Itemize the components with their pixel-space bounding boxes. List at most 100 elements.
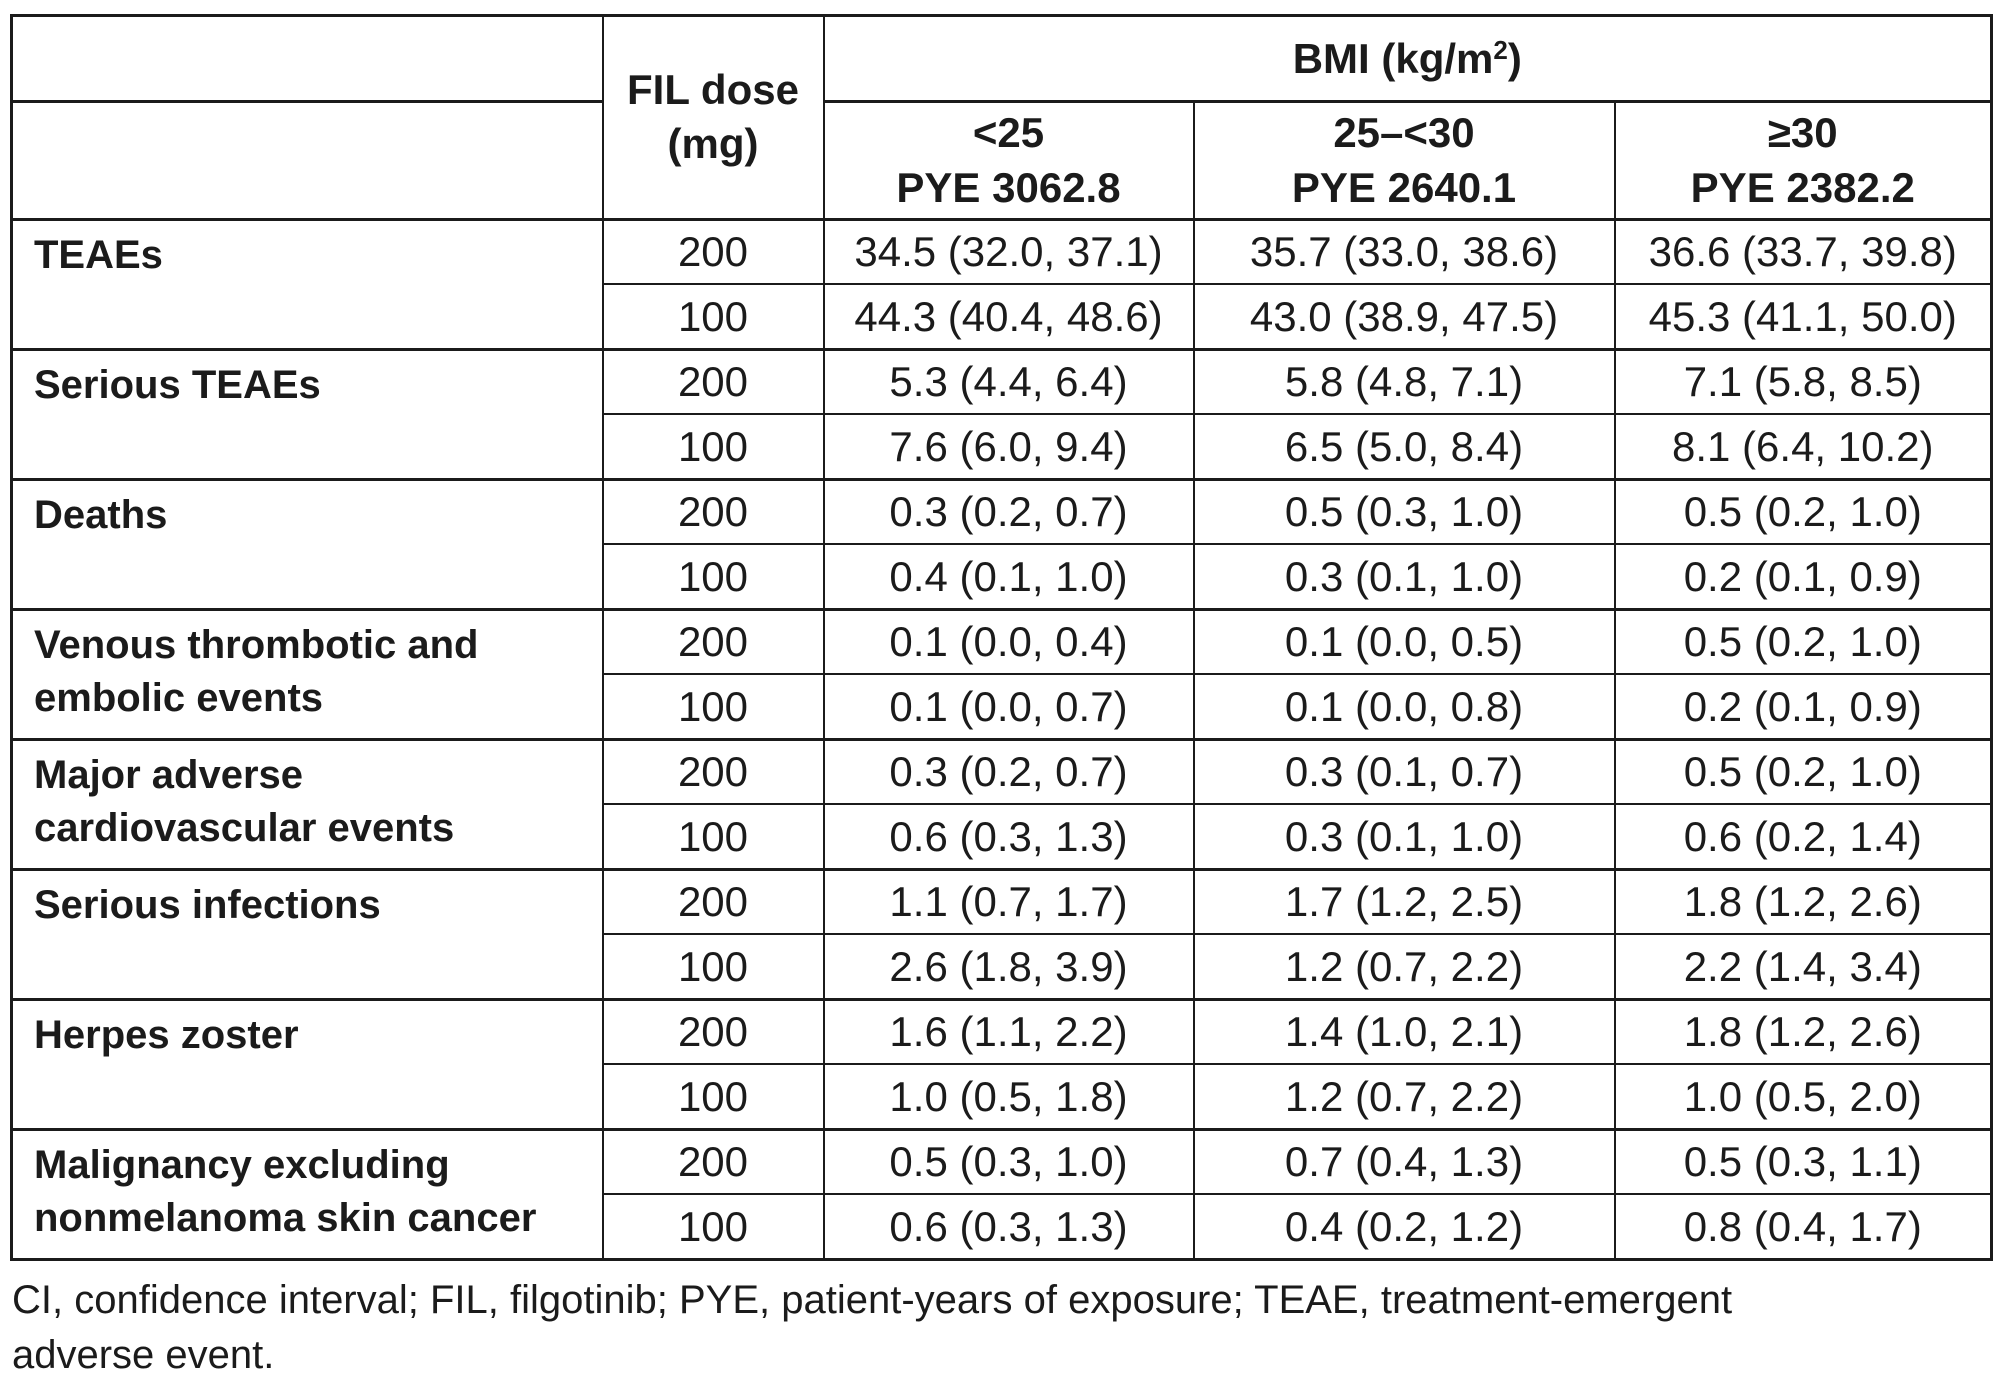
corner-cell-top (10, 14, 604, 103)
value-cell: 0.1 (0.0, 0.7) (822, 673, 1195, 741)
value-cell: 0.5 (0.3, 1.0) (822, 1127, 1195, 1196)
dose-cell: 200 (601, 737, 825, 806)
table-row: 100 7.6 (6.0, 9.4) 6.5 (5.0, 8.4) 8.1 (6… (12, 413, 1993, 481)
value-cell: 34.5 (32.0, 37.1) (822, 217, 1195, 286)
value-cell: 1.8 (1.2, 2.6) (1613, 867, 1993, 936)
table-row: Serious infections 200 1.1 (0.7, 1.7) 1.… (10, 867, 1993, 1001)
bmi-column-25to30-header: 25–<30 PYE 2640.1 (1192, 100, 1616, 221)
value-cell: 2.6 (1.8, 3.9) (822, 933, 1195, 1001)
safety-incidence-table: FIL dose (mg) BMI (kg/m2) <25 PYE 3062.8… (10, 14, 1994, 1261)
bmi-pye-label: PYE 3062.8 (896, 164, 1121, 212)
table-row: 100 0.4 (0.1, 1.0) 0.3 (0.1, 1.0) 0.2 (0… (12, 543, 1993, 611)
value-cell: 0.3 (0.1, 1.0) (1192, 803, 1616, 871)
value-cell: 0.1 (0.0, 0.8) (1192, 673, 1616, 741)
table-row: Major adverse cardiovascular events 200 … (10, 737, 1993, 871)
value-cell: 0.5 (0.3, 1.0) (1192, 477, 1616, 546)
bmi-range-label: ≥30 (1767, 109, 1838, 156)
value-cell: 6.5 (5.0, 8.4) (1192, 413, 1616, 481)
dose-cell: 100 (601, 283, 825, 351)
dose-cell: 100 (601, 543, 825, 611)
row-label-venous-thrombotic: Venous thrombotic and embolic events (10, 607, 604, 741)
dose-cell: 100 (601, 413, 825, 481)
footnote: CI, confidence interval; FIL, filgotinib… (12, 1273, 1990, 1383)
dose-cell: 200 (601, 1127, 825, 1196)
value-cell: 0.3 (0.2, 0.7) (822, 477, 1195, 546)
dose-cell: 100 (601, 1063, 825, 1131)
value-cell: 0.6 (0.3, 1.3) (822, 1193, 1195, 1261)
dose-cell: 200 (601, 477, 825, 546)
table-row: TEAEs 200 34.5 (32.0, 37.1) 35.7 (33.0, … (10, 217, 1993, 351)
row-label-serious-infections: Serious infections (10, 867, 604, 1001)
table-row: Herpes zoster 200 1.6 (1.1, 2.2) 1.4 (1.… (10, 997, 1993, 1131)
table-body: TEAEs 200 34.5 (32.0, 37.1) 35.7 (33.0, … (10, 217, 1993, 1261)
fil-dose-column-header: FIL dose (mg) (601, 14, 825, 221)
table-row: Serious TEAEs 200 5.3 (4.4, 6.4) 5.8 (4.… (10, 347, 1993, 481)
table-row: 100 44.3 (40.4, 48.6) 43.0 (38.9, 47.5) … (12, 283, 1993, 351)
value-cell: 0.5 (0.2, 1.0) (1613, 477, 1993, 546)
value-cell: 0.6 (0.2, 1.4) (1613, 803, 1993, 871)
bmi-header-suffix: ) (1507, 34, 1522, 82)
value-cell: 36.6 (33.7, 39.8) (1613, 217, 1993, 286)
bmi-column-over30-header: ≥30 PYE 2382.2 (1613, 100, 1993, 221)
value-cell: 0.3 (0.2, 0.7) (822, 737, 1195, 806)
table-row: 100 1.0 (0.5, 1.8) 1.2 (0.7, 2.2) 1.0 (0… (12, 1063, 1993, 1131)
row-label-teaes: TEAEs (10, 217, 604, 351)
row-label-herpes-zoster: Herpes zoster (10, 997, 604, 1131)
table-row: 100 0.1 (0.0, 0.7) 0.1 (0.0, 0.8) 0.2 (0… (12, 673, 1993, 741)
value-cell: 45.3 (41.1, 50.0) (1613, 283, 1993, 351)
table-row: 100 2.6 (1.8, 3.9) 1.2 (0.7, 2.2) 2.2 (1… (12, 933, 1993, 1001)
value-cell: 43.0 (38.9, 47.5) (1192, 283, 1616, 351)
value-cell: 7.6 (6.0, 9.4) (822, 413, 1195, 481)
table-row: 100 0.6 (0.3, 1.3) 0.3 (0.1, 1.0) 0.6 (0… (12, 803, 1993, 871)
row-label-deaths: Deaths (10, 477, 604, 611)
value-cell: 1.8 (1.2, 2.6) (1613, 997, 1993, 1066)
table-row: 100 0.6 (0.3, 1.3) 0.4 (0.2, 1.2) 0.8 (0… (12, 1193, 1993, 1261)
bmi-column-under25-header: <25 PYE 3062.8 (822, 100, 1195, 221)
value-cell: 1.2 (0.7, 2.2) (1192, 1063, 1616, 1131)
value-cell: 0.7 (0.4, 1.3) (1192, 1127, 1616, 1196)
bmi-group-header: BMI (kg/m2) (822, 14, 1993, 103)
bmi-header-text: BMI (kg/m (1292, 34, 1494, 82)
value-cell: 1.0 (0.5, 2.0) (1613, 1063, 1993, 1131)
value-cell: 0.4 (0.1, 1.0) (822, 543, 1195, 611)
header-row-sub: <25 PYE 3062.8 25–<30 PYE 2640.1 ≥30 PYE… (10, 100, 1993, 221)
value-cell: 0.3 (0.1, 1.0) (1192, 543, 1616, 611)
value-cell: 0.3 (0.1, 0.7) (1192, 737, 1616, 806)
footnote-line: CI, confidence interval; FIL, filgotinib… (12, 1277, 1733, 1322)
value-cell: 0.1 (0.0, 0.4) (822, 607, 1195, 676)
value-cell: 2.2 (1.4, 3.4) (1613, 933, 1993, 1001)
value-cell: 1.1 (0.7, 1.7) (822, 867, 1195, 936)
value-cell: 1.2 (0.7, 2.2) (1192, 933, 1616, 1001)
value-cell: 0.6 (0.3, 1.3) (822, 803, 1195, 871)
value-cell: 35.7 (33.0, 38.6) (1192, 217, 1616, 286)
value-cell: 1.6 (1.1, 2.2) (822, 997, 1195, 1066)
bmi-pye-label: PYE 2640.1 (1291, 164, 1517, 212)
value-cell: 0.5 (0.2, 1.0) (1613, 737, 1993, 806)
dose-cell: 200 (601, 347, 825, 416)
dose-cell: 200 (601, 867, 825, 936)
dose-cell: 200 (601, 607, 825, 676)
dose-cell: 200 (601, 217, 825, 286)
value-cell: 5.3 (4.4, 6.4) (822, 347, 1195, 416)
value-cell: 0.5 (0.2, 1.0) (1613, 607, 1993, 676)
bmi-header-superscript: 2 (1493, 34, 1508, 65)
value-cell: 44.3 (40.4, 48.6) (822, 283, 1195, 351)
value-cell: 7.1 (5.8, 8.5) (1613, 347, 1993, 416)
value-cell: 1.0 (0.5, 1.8) (822, 1063, 1195, 1131)
dose-cell: 100 (601, 803, 825, 871)
value-cell: 5.8 (4.8, 7.1) (1192, 347, 1616, 416)
bmi-range-label: 25–<30 (1333, 109, 1475, 156)
value-cell: 1.4 (1.0, 2.1) (1192, 997, 1616, 1066)
value-cell: 0.2 (0.1, 0.9) (1613, 543, 1993, 611)
value-cell: 8.1 (6.4, 10.2) (1613, 413, 1993, 481)
bmi-pye-label: PYE 2382.2 (1690, 164, 1915, 212)
table-row: Deaths 200 0.3 (0.2, 0.7) 0.5 (0.3, 1.0)… (10, 477, 1993, 611)
row-label-malignancy: Malignancy excluding nonmelanoma skin ca… (10, 1127, 604, 1261)
row-label-mace: Major adverse cardiovascular events (10, 737, 604, 871)
value-cell: 1.7 (1.2, 2.5) (1192, 867, 1616, 936)
value-cell: 0.8 (0.4, 1.7) (1613, 1193, 1993, 1261)
table-header: FIL dose (mg) BMI (kg/m2) <25 PYE 3062.8… (10, 14, 1993, 221)
table-row: Malignancy excluding nonmelanoma skin ca… (10, 1127, 1993, 1261)
value-cell: 0.1 (0.0, 0.5) (1192, 607, 1616, 676)
